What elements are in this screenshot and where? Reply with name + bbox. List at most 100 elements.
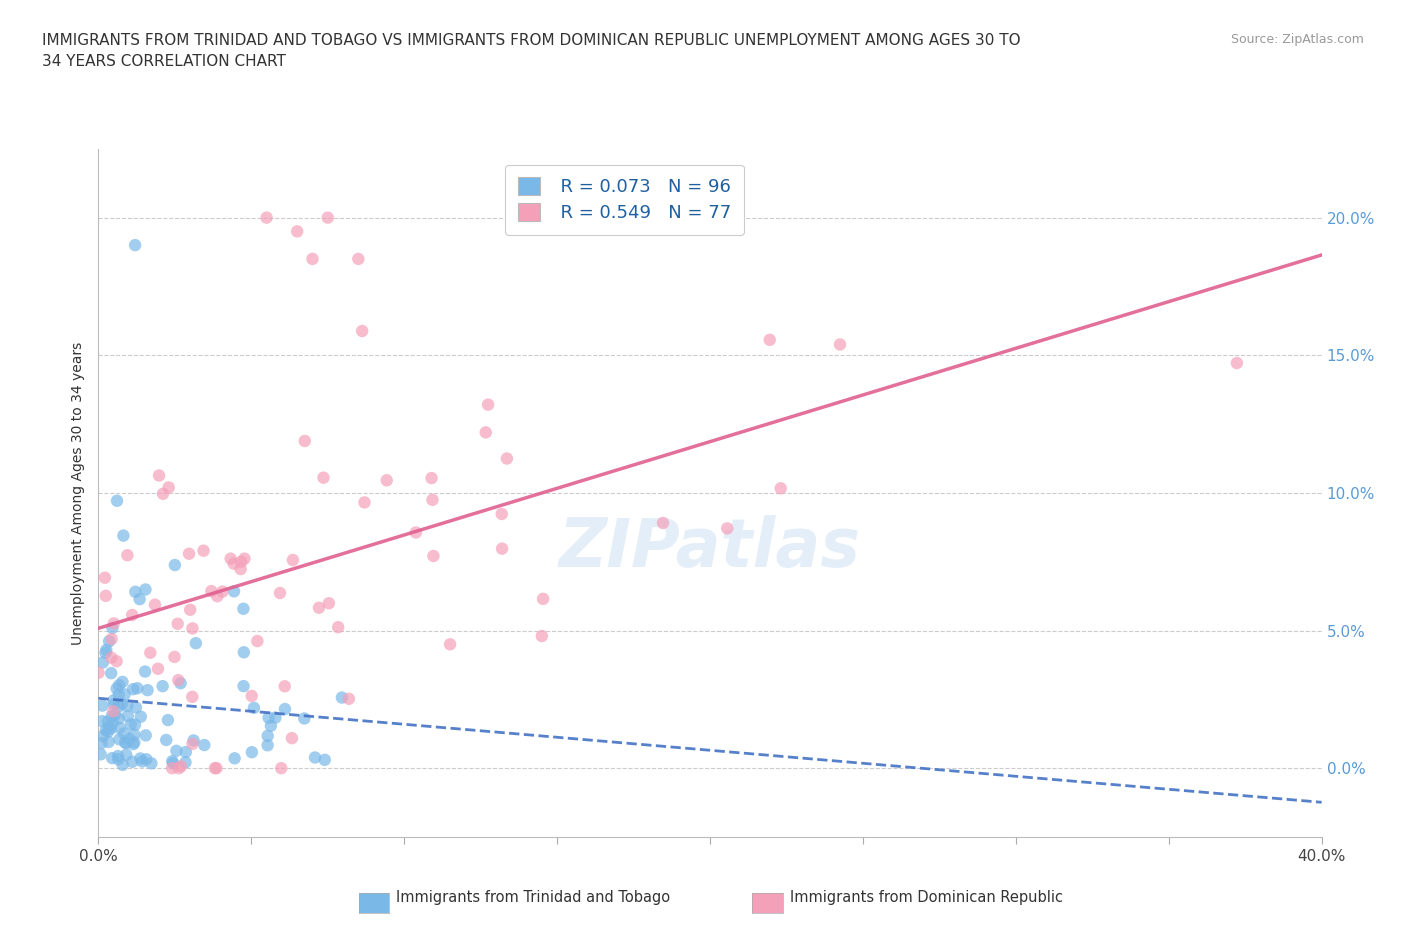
Point xyxy=(256,210,278,225)
Point xyxy=(183,733,205,748)
Point xyxy=(94,645,117,660)
Point xyxy=(246,633,269,648)
Point xyxy=(652,515,675,530)
Text: Source: ZipAtlas.com: Source: ZipAtlas.com xyxy=(1230,33,1364,46)
Point xyxy=(107,751,129,766)
Point xyxy=(474,425,496,440)
Point xyxy=(491,507,513,522)
Point xyxy=(90,747,112,762)
Point xyxy=(204,761,226,776)
Point xyxy=(160,761,183,776)
Point xyxy=(375,472,398,487)
Point xyxy=(184,636,207,651)
Point xyxy=(108,721,131,736)
Point xyxy=(97,714,120,729)
Point xyxy=(229,562,252,577)
Point xyxy=(91,728,114,743)
Point xyxy=(94,723,117,737)
Point xyxy=(243,700,266,715)
Point xyxy=(114,687,136,702)
Text: ZIPatlas: ZIPatlas xyxy=(560,515,860,581)
Point xyxy=(112,528,135,543)
Point xyxy=(100,709,122,724)
Point xyxy=(352,324,374,339)
Point xyxy=(125,700,148,715)
Point xyxy=(232,679,254,694)
Point xyxy=(124,584,146,599)
Point xyxy=(134,582,156,597)
Point xyxy=(135,728,157,743)
Point xyxy=(181,737,204,751)
Point xyxy=(174,755,197,770)
Point xyxy=(205,761,228,776)
Point xyxy=(260,718,283,733)
Point xyxy=(135,751,157,766)
Point xyxy=(162,754,184,769)
Point xyxy=(121,754,143,769)
Point xyxy=(233,551,256,566)
Point xyxy=(122,682,145,697)
Point xyxy=(94,570,117,585)
Point xyxy=(758,332,780,347)
Point xyxy=(112,726,135,741)
Point xyxy=(232,602,254,617)
Point xyxy=(127,681,149,696)
Point xyxy=(108,678,131,693)
Point xyxy=(105,493,128,508)
Point xyxy=(122,737,145,751)
Point xyxy=(312,471,335,485)
Point xyxy=(314,752,336,767)
Point xyxy=(292,711,315,726)
Text: Immigrants from Dominican Republic: Immigrants from Dominican Republic xyxy=(790,890,1063,905)
Point xyxy=(405,525,427,540)
Point xyxy=(316,210,339,225)
Point xyxy=(167,761,190,776)
Point xyxy=(117,698,139,713)
Point xyxy=(117,548,139,563)
Point xyxy=(104,708,127,723)
Point xyxy=(257,711,280,725)
Point xyxy=(156,712,179,727)
Point xyxy=(108,732,131,747)
Text: IMMIGRANTS FROM TRINIDAD AND TOBAGO VS IMMIGRANTS FROM DOMINICAN REPUBLIC UNEMPL: IMMIGRANTS FROM TRINIDAD AND TOBAGO VS I… xyxy=(42,33,1021,47)
Point xyxy=(181,689,204,704)
Point xyxy=(294,433,316,448)
Point xyxy=(136,683,159,698)
Point xyxy=(491,541,513,556)
Point xyxy=(98,720,121,735)
Point xyxy=(337,691,360,706)
Point xyxy=(101,620,124,635)
Point xyxy=(222,584,245,599)
Point xyxy=(301,251,323,266)
Text: 34 YEARS CORRELATION CHART: 34 YEARS CORRELATION CHART xyxy=(42,54,285,69)
Point xyxy=(769,481,792,496)
Point xyxy=(101,715,124,730)
Point xyxy=(174,745,197,760)
Point xyxy=(207,589,229,604)
Point xyxy=(496,451,519,466)
Point xyxy=(219,551,242,566)
Point xyxy=(107,687,129,702)
Point xyxy=(131,754,153,769)
Point xyxy=(107,749,129,764)
Point xyxy=(98,634,121,649)
Point xyxy=(304,750,326,764)
Point xyxy=(155,733,177,748)
Point xyxy=(165,743,187,758)
Point xyxy=(193,737,215,752)
Point xyxy=(139,645,162,660)
Point xyxy=(146,661,169,676)
Point xyxy=(143,597,166,612)
Point xyxy=(177,546,200,561)
Point xyxy=(97,724,120,739)
Point xyxy=(100,631,122,646)
Point xyxy=(100,722,122,737)
Point xyxy=(328,619,350,634)
Point xyxy=(264,711,287,725)
Point xyxy=(90,736,112,751)
Point xyxy=(270,761,292,776)
Point xyxy=(91,655,114,670)
Point xyxy=(256,737,278,752)
Point xyxy=(200,584,222,599)
Point xyxy=(716,521,738,536)
